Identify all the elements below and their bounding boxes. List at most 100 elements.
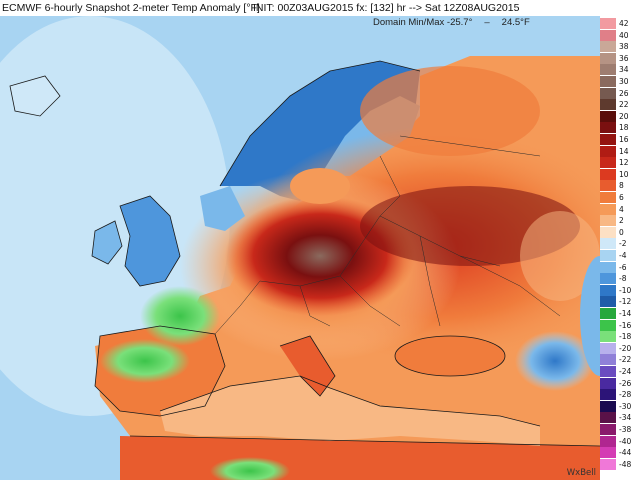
colorbar-level: 26 [600,87,640,99]
colorbar-swatch [600,400,616,412]
colorbar-swatch [600,424,616,435]
colorbar-label: 8 [619,181,624,191]
colorbar-label: -18 [619,332,632,342]
colorbar-label: -26 [619,378,632,388]
colorbar-label: 10 [619,169,629,179]
colorbar-label: 12 [619,158,629,168]
iberia-cool-anomaly [100,339,190,383]
colorbar-swatch [600,447,616,459]
colorbar-level: 40 [600,29,640,41]
colorbar-swatch [600,296,616,308]
colorbar-level: -20 [600,342,640,354]
colorbar-label: -14 [619,309,632,318]
colorbar-level: 16 [600,134,640,145]
colorbar-label: 2 [619,216,624,226]
caucasus-cool-anomaly [515,331,595,391]
colorbar-level: -10 [600,284,640,296]
colorbar-label: -28 [619,390,632,400]
colorbar-label: 4 [619,204,624,214]
colorbar-label: 20 [619,111,629,121]
colorbar-level: -30 [600,400,640,412]
colorbar-swatch [600,342,616,354]
colorbar-swatch [600,168,616,180]
ireland [92,221,122,264]
colorbar-swatch [600,319,616,331]
colorbar-swatch [600,226,616,238]
colorbar-swatch [600,389,616,401]
colorbar-level: -38 [600,424,640,435]
colorbar-swatch [600,250,616,261]
colorbar-level: 10 [600,168,640,180]
colorbar-level: 12 [600,157,640,169]
colorbar-level: 0 [600,226,640,238]
colorbar-swatch [600,458,616,470]
colorbar-label: 38 [619,42,629,52]
run-info: INIT: 00Z03AUG2015 fx: [132] hr --> Sat … [253,2,520,14]
domain-min-value: -25.7° [446,17,473,28]
colorbar-swatch [600,87,616,99]
colorbar-label: 0 [619,227,624,237]
mediterranean-sea [160,376,540,446]
map-canvas [0,16,600,480]
colorbar-label: -2 [619,239,627,249]
colorbar-level: 14 [600,145,640,157]
colorbar-label: -38 [619,425,632,434]
colorbar-swatch [600,18,616,29]
colorbar-level: 20 [600,110,640,122]
colorbar-label: -4 [619,251,627,260]
colorbar-label: 18 [619,123,629,133]
colorbar-label: 34 [619,65,629,75]
colorbar-swatch [600,366,616,377]
colorbar-level: -48 [600,458,640,470]
colorbar-swatch [600,29,616,41]
colorbar-swatch [600,238,616,250]
colorbar-swatch [600,157,616,169]
colorbar-swatch [600,52,616,64]
colorbar-level: 34 [600,64,640,76]
colorbar-level: -28 [600,389,640,401]
colorbar-label: -12 [619,297,632,307]
colorbar-swatch [600,261,616,273]
colorbar-swatch [600,435,616,447]
sahara-cool-anomaly [210,457,290,480]
colorbar-label: -48 [619,459,632,469]
colorbar-label: -30 [619,401,632,411]
colorbar-level: 4 [600,203,640,215]
colorbar-swatch [600,284,616,296]
east-fading-anomaly [520,211,600,301]
wxbell-watermark: WxBell [566,468,596,478]
colorbar-label: -24 [619,367,632,376]
colorbar-label: -10 [619,285,632,295]
colorbar-level: -34 [600,412,640,424]
colorbar-level: -18 [600,331,640,343]
colorbar-level: 2 [600,215,640,227]
domain-minmax: Domain Min/Max -25.7° – 24.5°F [373,17,530,28]
colorbar-level: -44 [600,447,640,459]
colorbar-swatch [600,76,616,87]
domain-max-value: 24.5°F [501,17,530,28]
colorbar-swatch [600,331,616,343]
colorbar-label: 30 [619,77,629,86]
colorbar-level: -22 [600,354,640,366]
colorbar-label: 22 [619,100,629,110]
colorbar-level: -24 [600,366,640,377]
colorbar-swatch [600,134,616,145]
colorbar-swatch [600,273,616,285]
colorbar-label: 42 [619,19,629,28]
colorbar-swatch [600,99,616,111]
colorbar-level: -8 [600,273,640,285]
caspian-sea [580,256,600,376]
colorbar-swatch [600,110,616,122]
colorbar-label: -34 [619,413,632,423]
adriatic-sea [280,336,335,396]
colorbar-swatch [600,203,616,215]
france-cool-anomaly [140,286,220,346]
baltic-sea [290,168,350,204]
colorbar-label: 26 [619,88,629,98]
colorbar-swatch [600,354,616,366]
colorbar-swatch [600,64,616,76]
colorbar-label: -6 [619,262,627,272]
colorbar-label: -22 [619,355,632,365]
colorbar-level: 22 [600,99,640,111]
colorbar-level: 18 [600,122,640,134]
